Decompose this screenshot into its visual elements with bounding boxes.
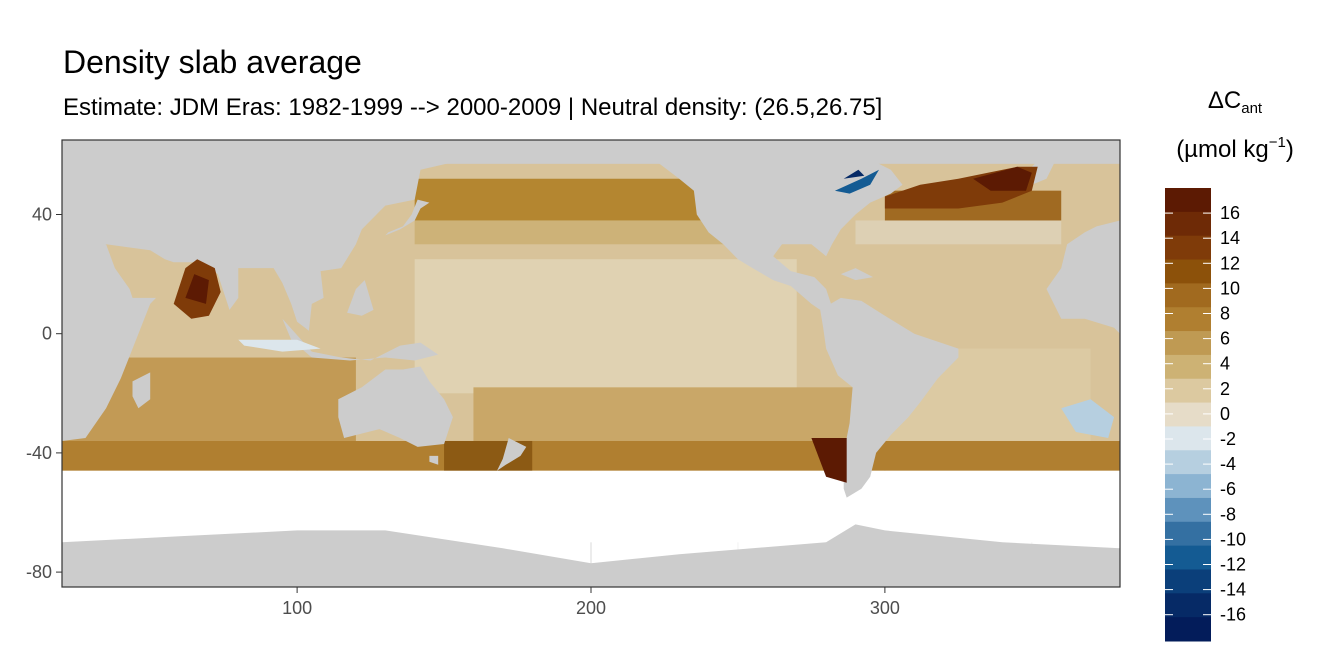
- y-tick-label: 40: [32, 205, 52, 225]
- land-philippines: [347, 280, 374, 316]
- legend-swatch: [1165, 188, 1211, 213]
- legend-title: ΔCant (µmol kg−1): [1150, 84, 1320, 167]
- legend-swatch: [1165, 402, 1211, 427]
- no-data-zone: [62, 470, 1120, 543]
- land-australia: [338, 366, 453, 447]
- legend-label: -6: [1220, 479, 1236, 499]
- legend-swatch: [1165, 593, 1211, 618]
- legend-unit-sup: −1: [1268, 134, 1286, 151]
- legend-label: -2: [1220, 429, 1236, 449]
- legend-label: -16: [1220, 605, 1246, 625]
- ocean-south-pacific: [473, 387, 856, 441]
- legend-swatch: [1165, 235, 1211, 261]
- land-indonesia: [282, 318, 439, 361]
- legend-label: 4: [1220, 354, 1230, 374]
- ocean-southern-band: [62, 440, 1120, 471]
- legend-swatch: [1165, 545, 1211, 570]
- land-north-america: [561, 140, 903, 310]
- ocean-tropical-pacific: [414, 259, 797, 394]
- legend-swatch: [1165, 378, 1211, 404]
- land-africa: [62, 154, 156, 441]
- legend-label: 10: [1220, 278, 1240, 298]
- legend-label: 12: [1220, 253, 1240, 273]
- legend-label: 6: [1220, 329, 1230, 349]
- color-legend: 16 14 12 10 8 6 4 2 0 -2 -4 -6 -8 -10 -12 -14 -16: [1165, 188, 1246, 642]
- land-iceland: [987, 140, 1021, 146]
- legend-swatch: [1165, 354, 1211, 380]
- map-layer: [62, 140, 1120, 587]
- legend-label: 16: [1220, 203, 1240, 223]
- negative-labrador: [834, 169, 879, 194]
- negative-labrador-core: [843, 169, 865, 179]
- legend-swatch: [1165, 450, 1211, 475]
- legend-unit-prefix: (µmol kg: [1176, 136, 1269, 163]
- chart-title: Density slab average: [63, 44, 362, 80]
- negative-indian: [238, 339, 321, 352]
- negative-south-atlantic: [1061, 399, 1115, 438]
- x-tick-label: 200: [576, 598, 606, 618]
- legend-label: 2: [1220, 379, 1230, 399]
- x-tick-label: 300: [870, 598, 900, 618]
- land-japan: [385, 199, 430, 236]
- land-caribbean: [840, 268, 874, 281]
- ocean-north-pacific-south: [414, 220, 738, 245]
- hotspot-north-atlantic-core: [973, 166, 1032, 191]
- land-eurasia: [62, 154, 474, 331]
- legend-swatch: [1165, 497, 1211, 523]
- hotspot-arabian-sea-core: [185, 274, 209, 304]
- land-greenland: [899, 140, 1003, 155]
- land-madagascar: [132, 372, 151, 409]
- land-antarctica: [62, 524, 1120, 587]
- land-south-america: [820, 297, 959, 498]
- legend-swatch: [1165, 617, 1211, 642]
- legend-unit-suffix: ): [1285, 136, 1294, 163]
- hotspot-chile: [811, 438, 847, 483]
- legend-label: -12: [1220, 555, 1246, 575]
- chart-subtitle: Estimate: JDM Eras: 1982-1999 --> 2000-2…: [63, 94, 883, 121]
- legend-swatch: [1165, 283, 1211, 308]
- legend-label: 0: [1220, 404, 1230, 424]
- legend-swatch: [1165, 307, 1211, 332]
- land-new-zealand: [497, 438, 527, 471]
- legend-label: -10: [1220, 529, 1246, 549]
- y-tick-label: -80: [26, 562, 52, 582]
- legend-title-sub: ant: [1241, 100, 1263, 117]
- legend-swatch: [1165, 211, 1211, 237]
- land-tasmania: [429, 455, 439, 465]
- legend-label: -8: [1220, 504, 1236, 524]
- ocean-north-atlantic-subtropics: [855, 220, 1062, 245]
- legend-label: -14: [1220, 580, 1246, 600]
- x-tick-label: 100: [282, 598, 312, 618]
- legend-swatch: [1165, 521, 1211, 547]
- legend-swatch: [1165, 331, 1211, 356]
- legend-label: -4: [1220, 454, 1236, 474]
- legend-swatch: [1165, 569, 1211, 594]
- y-tick-label: 0: [42, 324, 52, 344]
- legend-title-main: ΔC: [1207, 87, 1242, 114]
- ocean-north-pacific: [414, 178, 738, 221]
- y-tick-label: -40: [26, 443, 52, 463]
- legend-label: 14: [1220, 228, 1240, 248]
- legend-swatch: [1165, 474, 1211, 499]
- land-africa-west: [1046, 154, 1120, 334]
- legend-label: 8: [1220, 304, 1230, 324]
